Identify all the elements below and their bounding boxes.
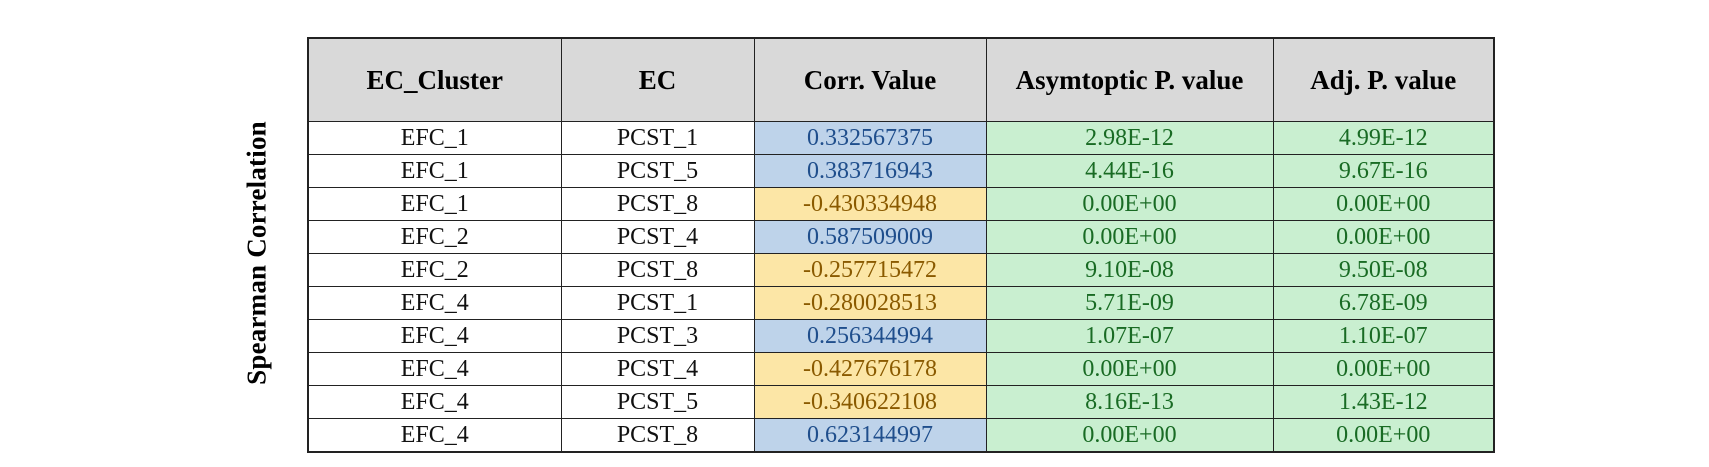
header-asymptotic-p-value: Asymtoptic P. value — [985, 37, 1274, 122]
cell-asymptotic-p-value: 0.00E+00 — [985, 352, 1274, 386]
cell-adj-p-value: 0.00E+00 — [1272, 220, 1495, 254]
table-row: EFC_4 PCST_8 0.623144997 0.00E+00 0.00E+00 — [307, 418, 1495, 453]
cell-corr-value: -0.427676178 — [753, 352, 987, 386]
table-body: EFC_1 PCST_1 0.332567375 2.98E-12 4.99E-12 EF… — [307, 121, 1495, 453]
cell-ec-cluster: EFC_1 — [307, 154, 562, 188]
cell-ec: PCST_1 — [560, 286, 755, 320]
cell-ec-cluster: EFC_4 — [307, 352, 562, 386]
table-row: EFC_4 PCST_5 -0.340622108 8.16E-13 1.43E-12 — [307, 385, 1495, 419]
table-row: EFC_4 PCST_1 -0.280028513 5.71E-09 6.78E-09 — [307, 286, 1495, 320]
header-ec-cluster: EC_Cluster — [307, 37, 562, 122]
cell-asymptotic-p-value: 0.00E+00 — [985, 220, 1274, 254]
header-ec: EC — [560, 37, 755, 122]
cell-corr-value: -0.280028513 — [753, 286, 987, 320]
table-row: EFC_1 PCST_5 0.383716943 4.44E-16 9.67E-16 — [307, 154, 1495, 188]
cell-ec-cluster: EFC_4 — [307, 286, 562, 320]
cell-ec-cluster: EFC_1 — [307, 121, 562, 155]
cell-asymptotic-p-value: 1.07E-07 — [985, 319, 1274, 353]
table-row: EFC_2 PCST_4 0.587509009 0.00E+00 0.00E+00 — [307, 220, 1495, 254]
table-row: EFC_1 PCST_8 -0.430334948 0.00E+00 0.00E+00 — [307, 187, 1495, 221]
cell-ec-cluster: EFC_2 — [307, 253, 562, 287]
cell-corr-value: 0.587509009 — [753, 220, 987, 254]
cell-ec: PCST_8 — [560, 253, 755, 287]
cell-adj-p-value: 0.00E+00 — [1272, 187, 1495, 221]
cell-ec-cluster: EFC_4 — [307, 418, 562, 453]
cell-asymptotic-p-value: 0.00E+00 — [985, 187, 1274, 221]
cell-ec: PCST_5 — [560, 154, 755, 188]
header-adj-p-value: Adj. P. value — [1272, 37, 1495, 122]
cell-adj-p-value: 1.43E-12 — [1272, 385, 1495, 419]
cell-corr-value: 0.256344994 — [753, 319, 987, 353]
cell-asymptotic-p-value: 8.16E-13 — [985, 385, 1274, 419]
header-row: EC_Cluster EC Corr. Value Asymtoptic P. … — [307, 37, 1495, 122]
cell-ec: PCST_5 — [560, 385, 755, 419]
cell-ec-cluster: EFC_1 — [307, 187, 562, 221]
table-row: EFC_4 PCST_4 -0.427676178 0.00E+00 0.00E+00 — [307, 352, 1495, 386]
cell-asymptotic-p-value: 9.10E-08 — [985, 253, 1274, 287]
cell-asymptotic-p-value: 4.44E-16 — [985, 154, 1274, 188]
table-row: EFC_2 PCST_8 -0.257715472 9.10E-08 9.50E-08 — [307, 253, 1495, 287]
table-row: EFC_1 PCST_1 0.332567375 2.98E-12 4.99E-12 — [307, 121, 1495, 155]
cell-corr-value: -0.340622108 — [753, 385, 987, 419]
cell-adj-p-value: 0.00E+00 — [1272, 418, 1495, 453]
cell-ec-cluster: EFC_4 — [307, 385, 562, 419]
cell-adj-p-value: 1.10E-07 — [1272, 319, 1495, 353]
cell-ec: PCST_1 — [560, 121, 755, 155]
table-row: EFC_4 PCST_3 0.256344994 1.07E-07 1.10E-07 — [307, 319, 1495, 353]
cell-corr-value: -0.430334948 — [753, 187, 987, 221]
cell-adj-p-value: 9.50E-08 — [1272, 253, 1495, 287]
cell-asymptotic-p-value: 0.00E+00 — [985, 418, 1274, 453]
cell-adj-p-value: 4.99E-12 — [1272, 121, 1495, 155]
cell-ec: PCST_4 — [560, 220, 755, 254]
cell-ec: PCST_8 — [560, 187, 755, 221]
cell-ec: PCST_3 — [560, 319, 755, 353]
cell-asymptotic-p-value: 2.98E-12 — [985, 121, 1274, 155]
cell-adj-p-value: 6.78E-09 — [1272, 286, 1495, 320]
cell-adj-p-value: 0.00E+00 — [1272, 352, 1495, 386]
header-corr-value: Corr. Value — [753, 37, 987, 122]
cell-corr-value: -0.257715472 — [753, 253, 987, 287]
cell-ec: PCST_8 — [560, 418, 755, 453]
cell-corr-value: 0.623144997 — [753, 418, 987, 453]
cell-ec-cluster: EFC_4 — [307, 319, 562, 353]
side-label: Spearman Correlation — [241, 121, 272, 385]
cell-ec-cluster: EFC_2 — [307, 220, 562, 254]
cell-ec: PCST_4 — [560, 352, 755, 386]
cell-asymptotic-p-value: 5.71E-09 — [985, 286, 1274, 320]
cell-adj-p-value: 9.67E-16 — [1272, 154, 1495, 188]
correlation-table: EC_Cluster EC Corr. Value Asymtoptic P. … — [307, 37, 1495, 453]
cell-corr-value: 0.332567375 — [753, 121, 987, 155]
cell-corr-value: 0.383716943 — [753, 154, 987, 188]
